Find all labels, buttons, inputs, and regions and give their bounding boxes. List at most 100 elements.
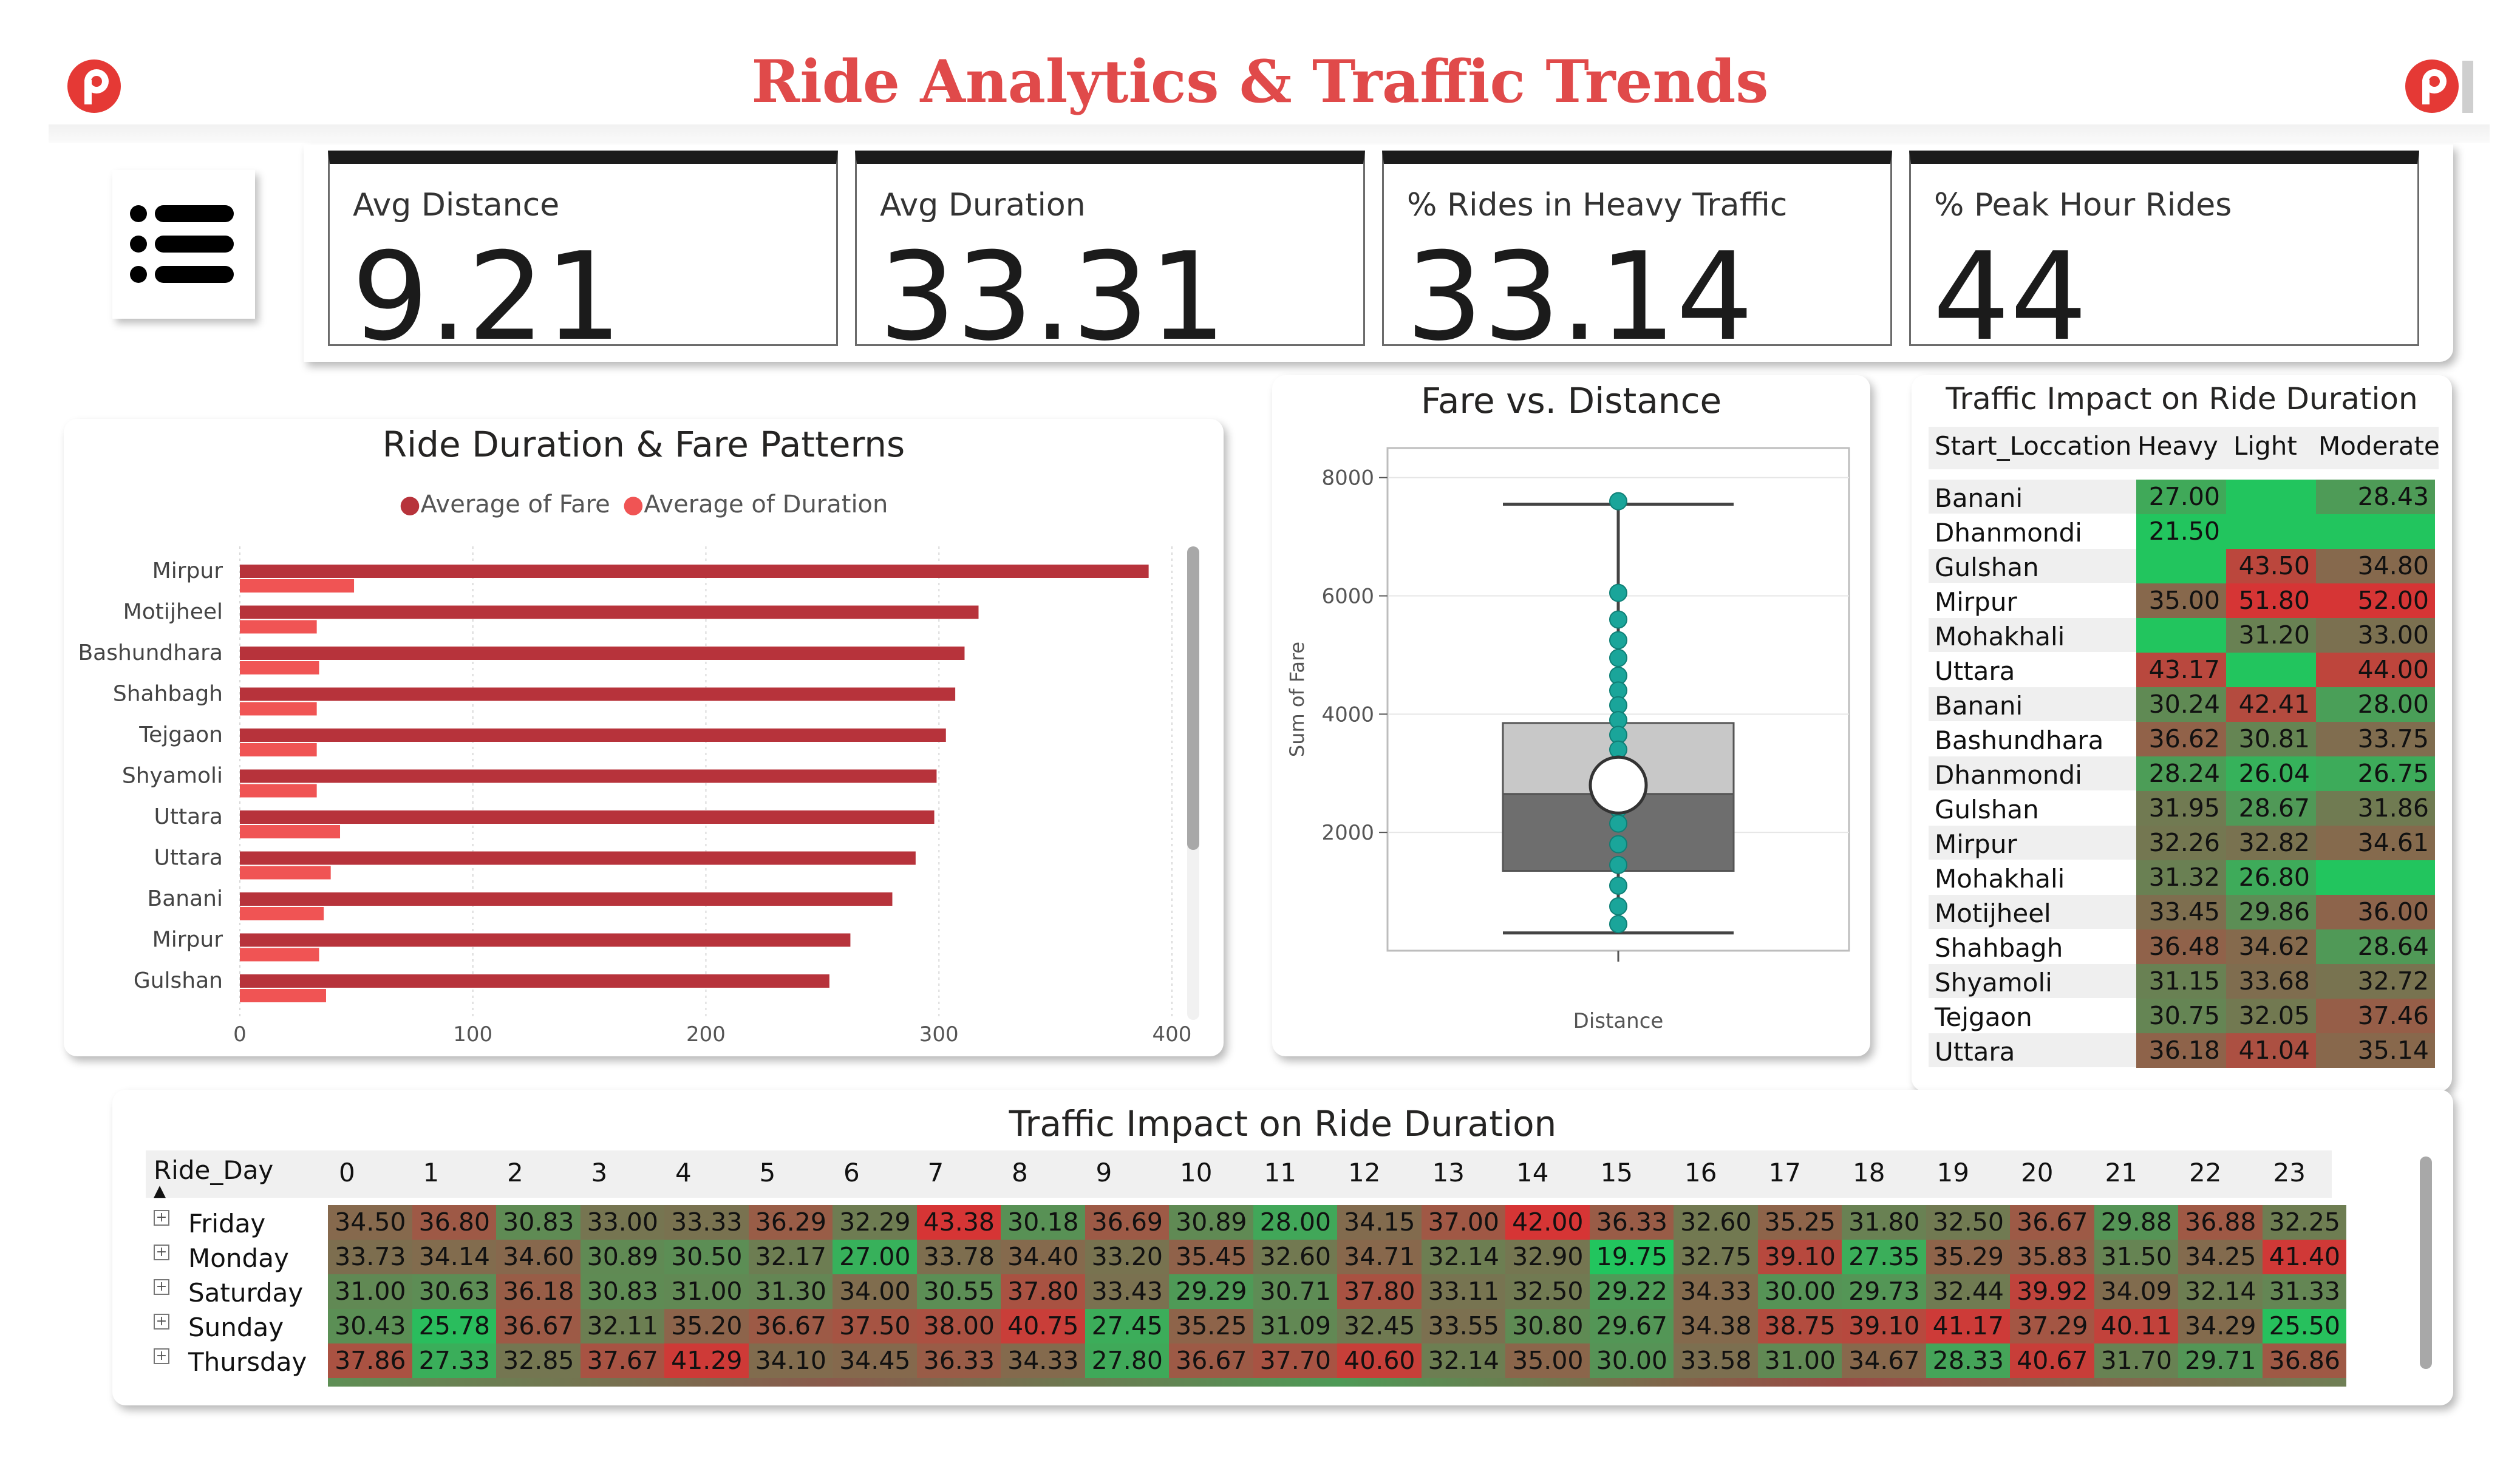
data-point (1609, 915, 1627, 934)
traffic-table-card: Traffic Impact on Ride Duration Start_Lo… (1912, 375, 2452, 1092)
matrix-cell: 32.85 (496, 1343, 581, 1378)
hour-column-header[interactable]: 23 (2273, 1158, 2306, 1187)
table-cell-light: 31.20 (2226, 618, 2316, 653)
matrix-cell: 31.50 (2094, 1240, 2178, 1274)
matrix-cell: 35.00 (1505, 1343, 1590, 1378)
kpi-value: 33.14 (1406, 226, 1754, 368)
bar-chart-title: Ride Duration & Fare Patterns (382, 424, 905, 465)
kpi-value: 9.21 (352, 226, 622, 368)
mean-marker (1589, 755, 1648, 815)
header-light[interactable]: Light (2233, 431, 2297, 461)
matrix-cell: 31.09 (1253, 1309, 1337, 1343)
duration-bar (240, 948, 319, 962)
hour-column-header[interactable]: 0 (339, 1158, 355, 1187)
table-cell-light (2226, 653, 2316, 687)
matrix-cell: 36.67 (748, 1309, 833, 1343)
header-moderate[interactable]: Moderate (2318, 431, 2440, 461)
y-axis-label: Sum of Fare (1286, 642, 1309, 757)
hour-column-header[interactable]: 16 (1684, 1158, 1717, 1187)
kpi-label: Avg Distance (353, 187, 560, 223)
hour-column-header[interactable]: 12 (1348, 1158, 1381, 1187)
matrix-cell: 31.30 (748, 1274, 833, 1309)
duration-bar (240, 620, 317, 634)
matrix-cell: 39.10 (1842, 1309, 1926, 1343)
hour-column-header[interactable]: 1 (423, 1158, 440, 1187)
matrix-cell: 30.63 (412, 1274, 496, 1309)
header-ride-day[interactable]: Ride_Day (154, 1155, 274, 1185)
matrix-cell: 30.50 (664, 1240, 749, 1274)
table-row (1929, 618, 2136, 652)
matrix-cell: 29.29 (1169, 1274, 1253, 1309)
matrix-cell: 33.00 (580, 1205, 664, 1240)
data-point (1609, 610, 1627, 629)
hour-column-header[interactable]: 11 (1264, 1158, 1296, 1187)
data-point (1609, 855, 1627, 874)
matrix-cell: 30.89 (580, 1240, 664, 1274)
fare-bar (240, 728, 946, 742)
hour-column-header[interactable]: 19 (1936, 1158, 1969, 1187)
hour-column-header[interactable]: 2 (507, 1158, 523, 1187)
hour-matrix-scroll-thumb[interactable] (2420, 1156, 2432, 1369)
matrix-cell: 28.00 (1253, 1205, 1337, 1240)
x-tick-label: 100 (453, 1022, 492, 1047)
hour-column-header[interactable]: 22 (2189, 1158, 2222, 1187)
matrix-cell: 32.50 (1505, 1274, 1590, 1309)
hour-column-header[interactable]: 5 (759, 1158, 776, 1187)
bar-chart-scroll-thumb[interactable] (1187, 546, 1199, 850)
matrix-cell: 32.17 (748, 1240, 833, 1274)
matrix-cell: 40.75 (1001, 1309, 1085, 1343)
y-category-label: Banani (148, 886, 223, 911)
fare-bar (240, 851, 916, 865)
sort-ascending-icon[interactable]: ▲ (154, 1182, 166, 1200)
y-category-label: Shahbagh (113, 682, 223, 707)
y-tick-label: 2000 (1321, 821, 1374, 845)
hour-column-header[interactable]: 13 (1432, 1158, 1465, 1187)
y-tick-label: 4000 (1321, 702, 1374, 727)
matrix-cell: 34.00 (833, 1274, 917, 1309)
matrix-cell: 25.50 (2262, 1309, 2346, 1343)
matrix-cell: 32.90 (1505, 1240, 1590, 1274)
y-category-label: Motijheel (123, 600, 223, 625)
hour-column-header[interactable]: 4 (675, 1158, 692, 1187)
header-start-location[interactable]: Start_Loccation (1935, 431, 2132, 461)
hour-column-header[interactable]: 14 (1516, 1158, 1549, 1187)
hour-column-header[interactable]: 10 (1180, 1158, 1213, 1187)
duration-bar (240, 661, 319, 674)
hour-column-header[interactable]: 18 (1853, 1158, 1885, 1187)
matrix-cell: 33.78 (916, 1240, 1001, 1274)
hour-column-header[interactable]: 21 (2105, 1158, 2137, 1187)
plus-box-icon[interactable]: + (154, 1348, 169, 1364)
matrix-cell: 37.80 (1337, 1274, 1422, 1309)
hour-column-header[interactable]: 20 (2021, 1158, 2054, 1187)
table-row (1929, 826, 2136, 860)
hour-column-header[interactable]: 9 (1095, 1158, 1112, 1187)
table-row (1929, 1033, 2136, 1067)
matrix-cell: 43.38 (916, 1205, 1001, 1240)
row-location-label: Tejgaon (1935, 1002, 2032, 1032)
row-location-label: Shahbagh (1935, 933, 2063, 963)
hour-matrix-header (146, 1150, 2332, 1198)
hour-column-header[interactable]: 17 (1768, 1158, 1801, 1187)
menu-button[interactable] (112, 170, 255, 319)
hour-column-header[interactable]: 15 (1600, 1158, 1633, 1187)
table-cell-heavy: 30.24 (2136, 687, 2226, 722)
hour-column-header[interactable]: 6 (843, 1158, 860, 1187)
matrix-cell: 32.29 (833, 1205, 917, 1240)
matrix-cell: 34.10 (748, 1343, 833, 1378)
plus-box-icon[interactable]: + (154, 1210, 169, 1226)
hour-column-header[interactable]: 7 (927, 1158, 944, 1187)
plus-box-icon[interactable]: + (154, 1245, 169, 1260)
plus-box-icon[interactable]: + (154, 1314, 169, 1330)
hour-column-header[interactable]: 8 (1012, 1158, 1028, 1187)
matrix-cell: 35.29 (1926, 1240, 2010, 1274)
matrix-cell: 37.00 (1421, 1205, 1505, 1240)
matrix-cell: 19.75 (1589, 1240, 1674, 1274)
header-heavy[interactable]: Heavy (2137, 431, 2218, 461)
matrix-cell: 29.73 (1842, 1274, 1926, 1309)
hour-column-header[interactable]: 3 (591, 1158, 608, 1187)
matrix-cell: 41.29 (664, 1343, 749, 1378)
plus-box-icon[interactable]: + (154, 1279, 169, 1295)
y-category-label: Uttara (154, 846, 223, 871)
matrix-cell: 32.50 (1926, 1205, 2010, 1240)
table-cell-heavy: 28.24 (2136, 756, 2226, 791)
